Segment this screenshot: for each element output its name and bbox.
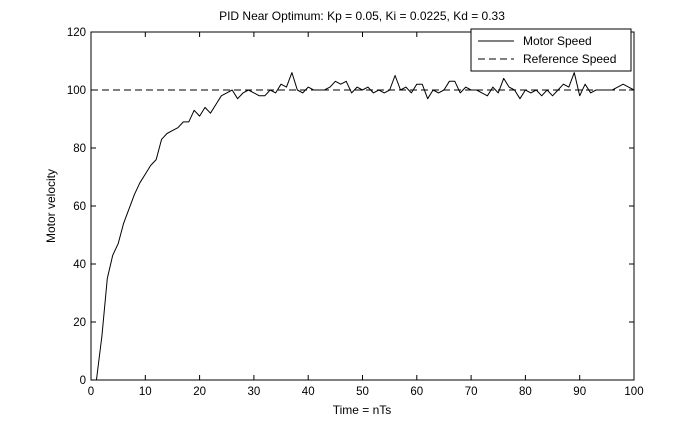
legend-label-motor-speed: Motor Speed [523, 34, 592, 48]
data-layer [91, 72, 635, 381]
x-tick-label: 80 [519, 386, 532, 398]
x-axis-label: Time = nTs [333, 403, 392, 417]
chart-title: PID Near Optimum: Kp = 0.05, Ki = 0.0225… [219, 9, 505, 23]
y-tick-label: 80 [73, 143, 86, 155]
y-tick-label: 100 [67, 85, 86, 97]
x-tick-label: 60 [410, 386, 423, 398]
y-tick-label: 20 [73, 317, 86, 329]
x-tick-label: 40 [302, 386, 315, 398]
y-tick-label: 40 [73, 259, 86, 271]
x-tick-label: 20 [193, 386, 206, 398]
x-tick-label: 70 [465, 386, 478, 398]
series-line-motor-speed [95, 72, 635, 381]
tick-layer: 0 10 20 30 40 50 60 70 80 90 100 0 20 40 60 80 100 120 [67, 27, 644, 398]
y-tick-label: 0 [80, 375, 86, 387]
x-tick-label: 90 [573, 386, 586, 398]
legend: Motor Speed Reference Speed [470, 28, 632, 72]
legend-label-reference-speed: Reference Speed [523, 52, 616, 66]
x-tick-label: 100 [624, 386, 643, 398]
x-tick-label: 30 [248, 386, 261, 398]
y-tick-label: 60 [73, 201, 86, 213]
x-tick-label: 0 [88, 386, 94, 398]
x-tick-label: 10 [139, 386, 152, 398]
legend-box [470, 28, 632, 72]
y-axis-label: Motor velocity [44, 169, 58, 243]
plot-area [91, 32, 634, 380]
x-tick-label: 50 [356, 386, 369, 398]
y-tick-label: 120 [67, 27, 86, 39]
